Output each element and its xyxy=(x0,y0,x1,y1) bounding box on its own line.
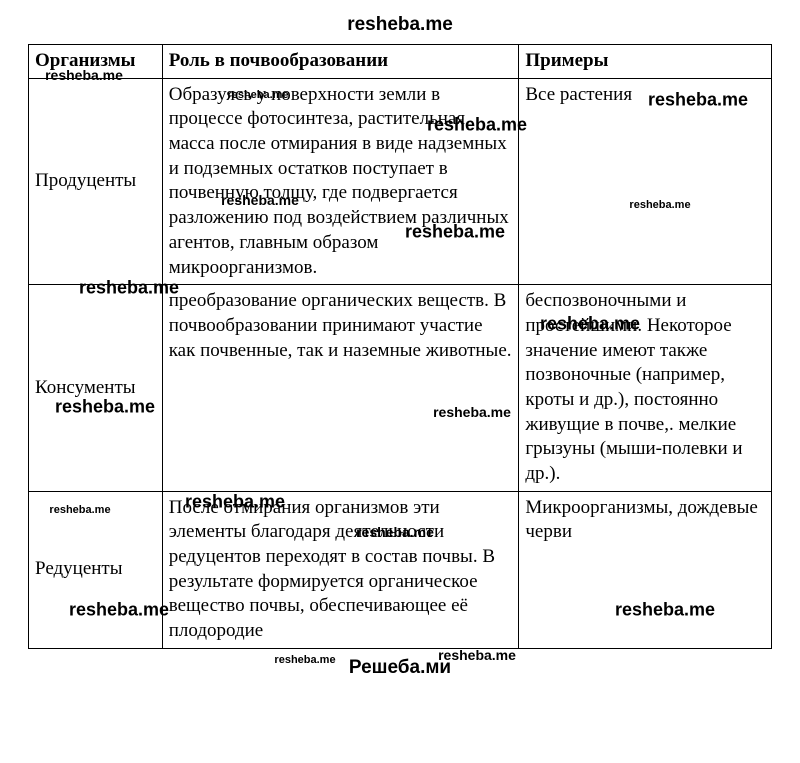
cell-role: преобразование органических веществ. В п… xyxy=(162,285,519,492)
cell-role: После отмирания организмов эти элементы … xyxy=(162,491,519,648)
table-row: Продуценты Образуясь у поверхности земли… xyxy=(29,78,772,285)
header-examples: Примеры xyxy=(519,45,772,79)
bottom-watermark-label: Решеба.ми xyxy=(28,657,772,679)
soil-organisms-table: Организмы Роль в почвообразовании Пример… xyxy=(28,44,772,649)
table-row: Консументы преобразование органических в… xyxy=(29,285,772,492)
cell-examples: Микроорганизмы, дождевые черви xyxy=(519,491,772,648)
cell-organism: Редуценты xyxy=(29,491,163,648)
cell-organism: Консументы xyxy=(29,285,163,492)
cell-organism: Продуценты xyxy=(29,78,163,285)
header-organisms: Организмы xyxy=(29,45,163,79)
page-root: resheba.me Организмы Роль в почвообразов… xyxy=(0,0,800,693)
cell-role: Образуясь у поверхности земли в процессе… xyxy=(162,78,519,285)
cell-examples: Все растения xyxy=(519,78,772,285)
table-header-row: Организмы Роль в почвообразовании Пример… xyxy=(29,45,772,79)
top-watermark-label: resheba.me xyxy=(28,14,772,36)
table-row: Редуценты После отмирания организмов эти… xyxy=(29,491,772,648)
cell-examples: беспозвоночными и простейшими. Некоторое… xyxy=(519,285,772,492)
header-role: Роль в почвообразовании xyxy=(162,45,519,79)
